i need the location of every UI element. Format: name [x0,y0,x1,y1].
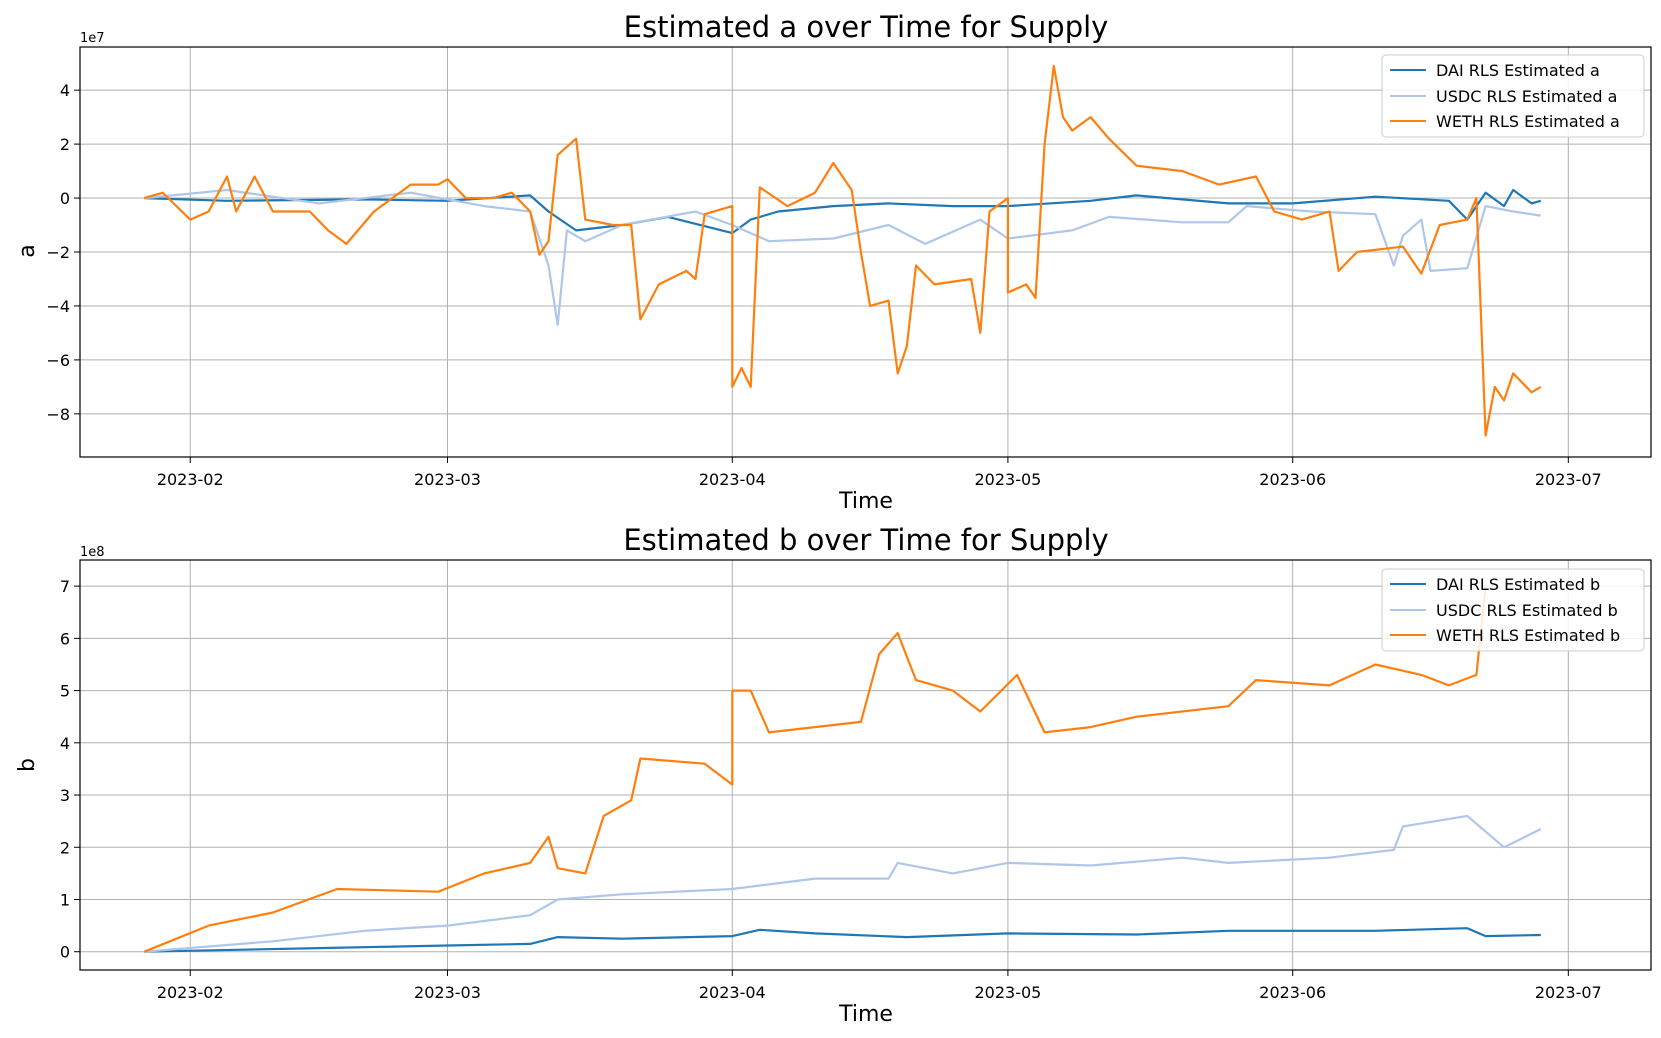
legend-label-usdc: USDC RLS Estimated b [1436,601,1618,620]
y-tick-label: 7 [60,577,70,596]
x-tick-label: 2023-04 [699,983,766,1002]
y-tick-label: 3 [60,786,70,805]
legend: DAI RLS Estimated a USDC RLS Estimated a… [1381,54,1645,138]
y-tick-label: 2 [60,135,70,154]
y-tick-label: 0 [60,943,70,962]
series-line-usdc-rls-estimated-b [144,814,1542,953]
x-tick-label: 2023-03 [414,983,481,1002]
legend-label-dai: DAI RLS Estimated a [1436,61,1600,80]
x-axis-label: Time [838,489,893,514]
legend-box [1381,54,1645,138]
y-tick-label: 6 [60,629,70,648]
legend-label-weth: WETH RLS Estimated b [1436,626,1620,645]
legend: DAI RLS Estimated b USDC RLS Estimated b… [1381,568,1645,652]
x-tick-label: 2023-02 [157,983,224,1002]
series-line-weth-rls-estimated-b [143,585,1487,953]
x-tick-label: 2023-04 [699,470,766,489]
chart-estimated-b: Estimated b over Time for Supply 1e8 Tim… [15,523,1652,1027]
x-tick-label: 2023-07 [1535,983,1602,1002]
chart-estimated-a: Estimated a over Time for Supply 1e7 Tim… [15,10,1652,514]
x-tick-label: 2023-06 [1259,470,1326,489]
y-tick-label: 1 [60,890,70,909]
y-offset-label: 1e7 [80,31,105,46]
x-tick-label: 2023-05 [974,983,1041,1002]
chart-title: Estimated a over Time for Supply [624,10,1109,44]
y-tick-label: 2 [60,838,70,857]
y-tick-label: −4 [46,297,70,316]
x-axis-label: Time [838,1002,893,1027]
y-tick-label: −8 [46,405,70,424]
x-tick-label: 2023-02 [157,470,224,489]
x-tick-label: 2023-05 [974,470,1041,489]
y-axis-label: b [15,758,40,772]
series-line-dai-rls-estimated-b [144,927,1541,953]
y-offset-label: 1e8 [80,545,105,560]
legend-box [1381,568,1645,652]
legend-label-weth: WETH RLS Estimated a [1436,112,1620,131]
series-line-weth-rls-estimated-a [143,64,1542,437]
y-axis-label: a [15,244,40,257]
y-tick-label: 4 [60,81,70,100]
legend-label-dai: DAI RLS Estimated b [1436,575,1600,594]
x-tick-label: 2023-03 [414,470,481,489]
chart-title: Estimated b over Time for Supply [623,523,1108,557]
y-tick-label: −2 [46,243,70,262]
legend-label-usdc: USDC RLS Estimated a [1436,87,1617,106]
y-tick-label: 4 [60,734,70,753]
series-line-usdc-rls-estimated-a [144,188,1541,326]
x-tick-label: 2023-06 [1259,983,1326,1002]
y-tick-label: 5 [60,682,70,701]
y-tick-label: 0 [60,189,70,208]
y-tick-label: −6 [46,351,70,370]
x-tick-label: 2023-07 [1535,470,1602,489]
plot-frame [79,559,1652,971]
